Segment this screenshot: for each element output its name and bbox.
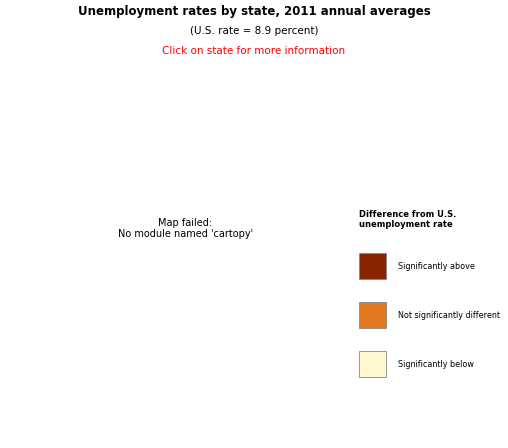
Text: Not significantly different: Not significantly different (398, 311, 500, 320)
Text: Map failed:
No module named 'cartopy': Map failed: No module named 'cartopy' (118, 218, 253, 239)
Text: Significantly below: Significantly below (398, 360, 474, 369)
Text: Difference from U.S.
unemployment rate: Difference from U.S. unemployment rate (359, 210, 456, 229)
Text: Significantly above: Significantly above (398, 262, 475, 271)
FancyBboxPatch shape (359, 351, 387, 377)
FancyBboxPatch shape (359, 302, 387, 328)
Text: Unemployment rates by state, 2011 annual averages: Unemployment rates by state, 2011 annual… (78, 5, 430, 18)
Text: Click on state for more information: Click on state for more information (163, 46, 345, 56)
FancyBboxPatch shape (359, 253, 387, 280)
Text: (U.S. rate = 8.9 percent): (U.S. rate = 8.9 percent) (190, 26, 318, 36)
